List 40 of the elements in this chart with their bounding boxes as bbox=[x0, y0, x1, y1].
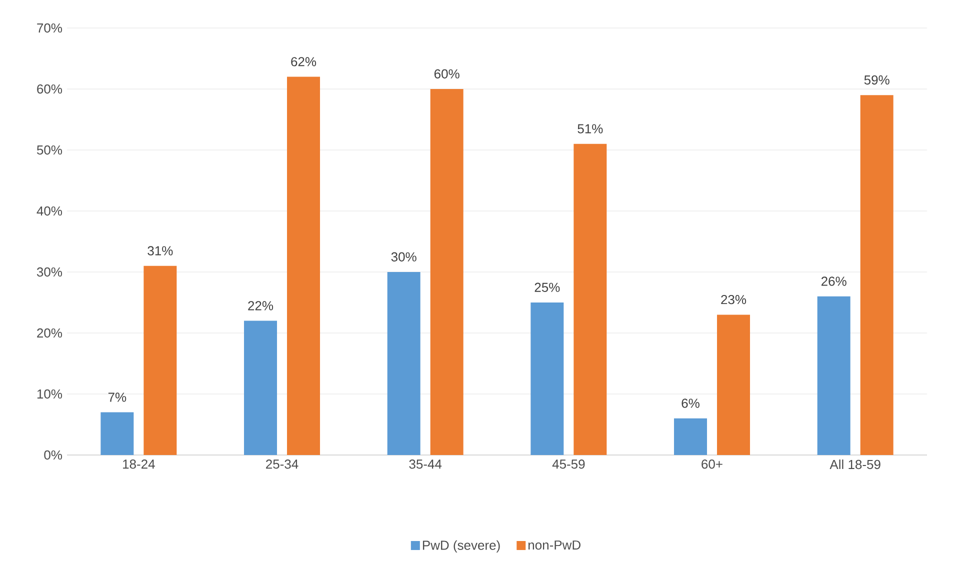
data-label: 30% bbox=[391, 252, 416, 262]
data-label: 7% bbox=[108, 392, 126, 402]
y-tick-label: 20% bbox=[37, 328, 62, 338]
y-tick-label: 40% bbox=[36, 206, 62, 216]
bar bbox=[387, 272, 420, 455]
data-label: 26% bbox=[821, 276, 846, 286]
x-tick-label: All 18-59 bbox=[830, 460, 880, 470]
y-tick-label: 10% bbox=[37, 389, 62, 399]
bar bbox=[717, 314, 750, 455]
y-tick-label: 30% bbox=[36, 267, 62, 277]
data-label: 23% bbox=[721, 294, 746, 304]
bar bbox=[530, 302, 564, 455]
data-label: 22% bbox=[248, 301, 274, 310]
data-label: 62% bbox=[291, 57, 316, 66]
bar bbox=[817, 296, 850, 455]
bar bbox=[100, 412, 134, 455]
y-tick-label: 70% bbox=[37, 23, 62, 33]
bar bbox=[244, 320, 278, 455]
y-tick-label: 0% bbox=[44, 450, 62, 460]
bar bbox=[287, 76, 320, 455]
y-tick-label: 60% bbox=[37, 84, 62, 94]
x-tick-label: 45-59 bbox=[552, 460, 585, 469]
data-label: 6% bbox=[682, 398, 700, 408]
x-tick-label: 60+ bbox=[702, 460, 722, 469]
x-tick-label: 18-24 bbox=[123, 460, 155, 469]
legend-label: PwD (severe) bbox=[422, 540, 500, 552]
bar bbox=[674, 418, 707, 455]
bar bbox=[430, 89, 464, 455]
data-label: 59% bbox=[864, 75, 890, 85]
data-label: 25% bbox=[534, 282, 560, 292]
y-tick-label: 50% bbox=[36, 145, 62, 155]
data-label: 31% bbox=[148, 246, 173, 256]
data-label: 51% bbox=[578, 124, 603, 134]
bar bbox=[860, 95, 894, 455]
data-label: 60% bbox=[434, 69, 460, 78]
bar bbox=[574, 144, 607, 455]
x-tick-label: 35-44 bbox=[409, 460, 442, 469]
legend-label: non-PwD bbox=[528, 540, 580, 550]
x-tick-label: 25-34 bbox=[266, 460, 298, 469]
bar bbox=[144, 266, 177, 455]
